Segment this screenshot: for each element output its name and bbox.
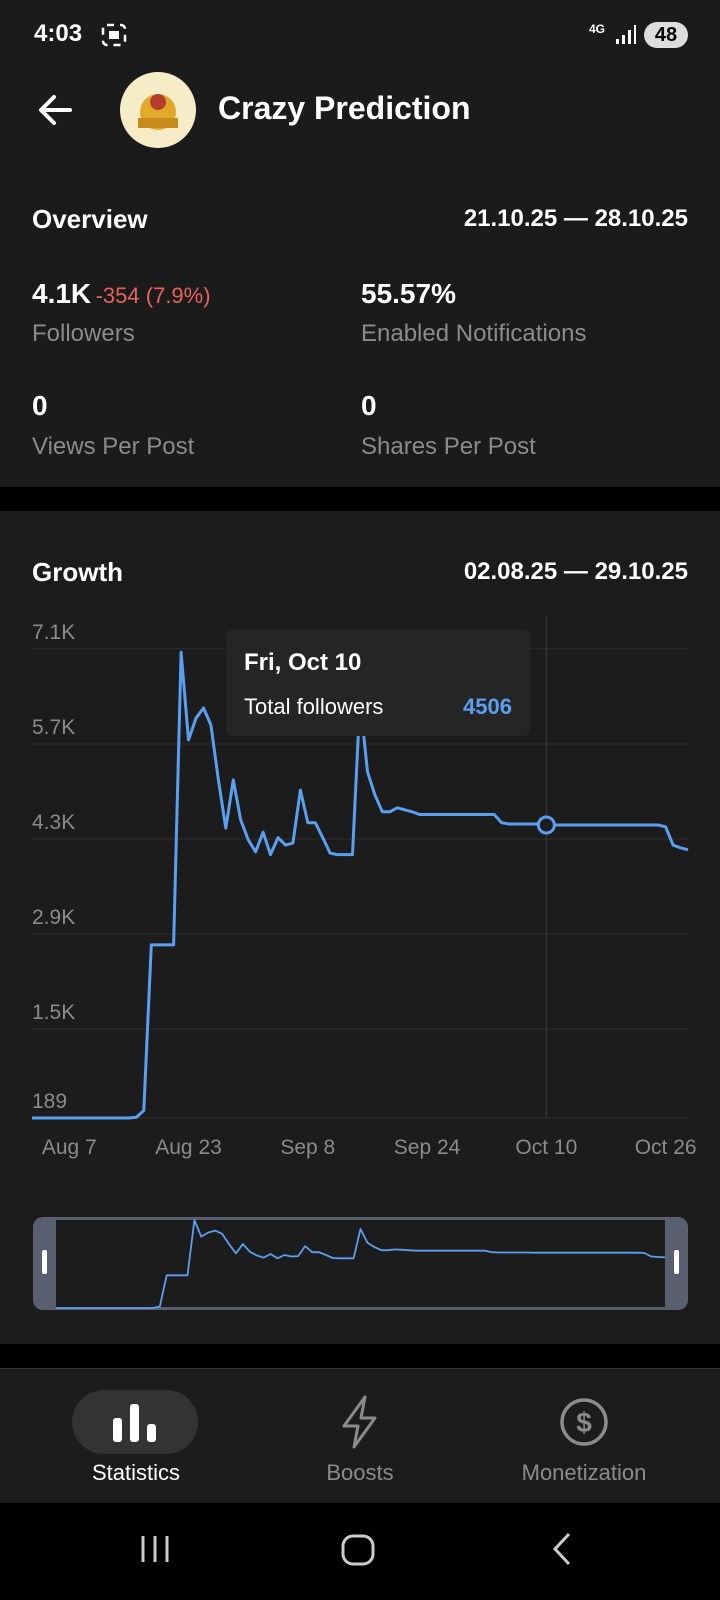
nav-item[interactable]: Statistics [91,1460,181,1485]
stat: 4.1K -354 (7.9%) [32,278,211,310]
stat-value: 0 [361,390,377,421]
stat-value: 4.1K [32,278,92,309]
nav-item[interactable]: Boosts [326,1460,394,1485]
channel-avatar [120,72,196,148]
chart: 189 1.5K 2.9K 4.3K 5.7K 7.1K Aug 7 Aug 23 Sep 8 S… [32,615,697,1310]
y-tick-label: 4.3K [32,811,75,834]
navigator-window [56,1220,665,1307]
y-tick-label: 189 [32,1090,67,1113]
tooltip-date: Fri, Oct 10 [244,649,361,676]
stat-label: Followers [32,320,135,347]
nav-item[interactable]: Monetization [521,1460,647,1485]
stat-value: 0 [32,390,48,421]
chart-subtitle: 02.08.25 — 29.10.25 [463,558,688,585]
navigator-handle [42,1250,47,1274]
stat-change: -354 (7.9%) [95,283,211,308]
y-tick-label: 2.9K [32,906,75,929]
overview-title: Overview [32,204,148,234]
back-button[interactable] [36,92,76,128]
stat-label: Enabled Notifications [361,320,587,347]
x-tick-label: Aug 7 [42,1136,97,1159]
battery: 48 [644,22,688,48]
network-type: 4G [589,22,606,36]
y-tick-label: 5.7K [32,716,75,739]
stat-value: 55.57% [361,278,456,309]
x-tick-label: Sep 8 [280,1136,335,1159]
x-tick-label: Oct 10 [515,1136,577,1159]
overview-range: 21.10.25 — 28.10.25 [463,205,688,232]
clock: 4:03 [34,20,83,47]
tooltip-value: 4506 [463,694,512,719]
highlight-point [536,815,556,835]
x-tick-label: Aug 23 [155,1136,222,1159]
navigator-handle [674,1250,679,1274]
boosts-icon[interactable] [338,1394,382,1450]
top-section [0,0,720,487]
stat-label: Shares Per Post [361,433,536,460]
x-tick-label: Oct 26 [635,1136,697,1159]
monetization-icon[interactable]: $ [558,1396,610,1448]
x-tick-label: Sep 24 [394,1136,461,1159]
signal-icon [616,25,636,44]
chart-title: Growth [32,557,123,587]
y-tick-label: 7.1K [32,621,75,644]
tooltip-label: Total followers [244,694,383,719]
tooltip [226,630,530,736]
screenshot-icon [101,23,127,47]
navigator-line [56,1219,666,1309]
y-tick-label: 1.5K [32,1001,75,1024]
channel-title: Crazy Prediction [218,90,471,126]
system-nav [141,1532,571,1566]
svg-text:$: $ [576,1407,592,1438]
statistics-icon[interactable] [110,1400,160,1446]
stat-label: Views Per Post [32,433,195,460]
